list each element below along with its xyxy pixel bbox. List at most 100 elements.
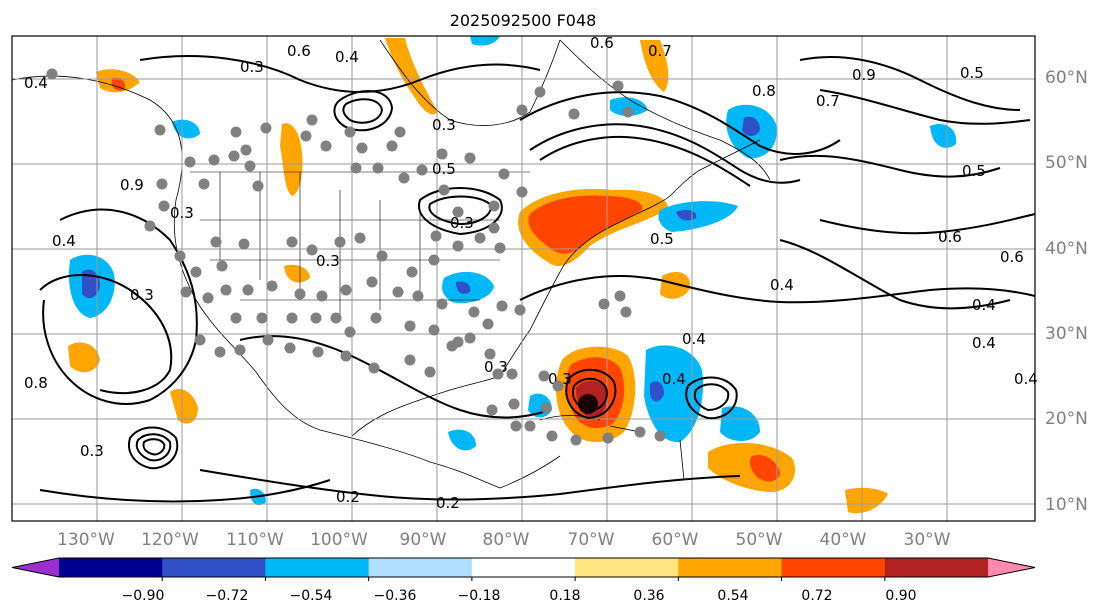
station-marker	[614, 290, 626, 302]
colorbar-tick-label: −0.36	[374, 588, 417, 604]
station-marker	[154, 124, 166, 136]
station-marker	[266, 280, 278, 292]
contour-label: 0.4	[770, 276, 794, 294]
contour-label: 0.3	[130, 286, 154, 304]
shade-atlantic-red	[750, 454, 780, 482]
station-marker	[370, 312, 382, 324]
shade-colorado-orange	[284, 264, 310, 283]
station-marker	[230, 126, 242, 138]
shade-canada-cyan	[172, 119, 200, 139]
contour-lines	[39, 55, 1036, 503]
shade-quebec-cyan	[470, 36, 500, 46]
lon-label: 130°W	[57, 530, 115, 550]
station-marker	[368, 362, 380, 374]
contour-label: 0.5	[432, 160, 456, 178]
lon-label: 110°W	[226, 530, 284, 550]
station-marker	[516, 104, 528, 116]
colorbar-segment	[678, 558, 783, 577]
shade-atlantic-cyan-2	[720, 406, 760, 441]
station-marker	[446, 340, 458, 352]
contour-label: 0.4	[972, 296, 996, 314]
contour-label: 0.9	[120, 176, 144, 194]
colorbar	[11, 557, 1036, 581]
contour-label: 0.7	[648, 42, 672, 60]
station-marker	[242, 284, 254, 296]
shade-pacific-orange	[68, 342, 100, 373]
station-marker	[216, 260, 228, 272]
station-marker	[174, 250, 186, 262]
colorbar-tick-label: 0.18	[549, 588, 580, 604]
station-marker	[306, 114, 318, 126]
contour-label: 0.4	[335, 48, 359, 66]
lon-label: 70°W	[568, 530, 615, 550]
contour-label: 0.4	[52, 232, 76, 250]
contour-label: 0.4	[682, 330, 706, 348]
station-marker	[474, 232, 486, 244]
station-marker	[344, 326, 356, 338]
shade-labrador-blue	[742, 116, 760, 136]
contour-05-east	[779, 154, 1001, 178]
shade-atlantic-cyan	[644, 345, 704, 443]
station-marker	[488, 222, 500, 234]
station-marker	[340, 350, 352, 362]
colorbar-segment	[265, 558, 370, 577]
station-marker	[334, 236, 346, 248]
station-marker	[464, 152, 476, 164]
station-marker	[428, 254, 440, 266]
contour-lakes-low-2	[428, 195, 492, 226]
station-marker	[416, 164, 428, 176]
station-marker	[482, 318, 494, 330]
shade-canada-orange	[280, 123, 303, 196]
station-marker	[46, 68, 58, 80]
station-marker	[516, 186, 528, 198]
station-marker	[486, 404, 498, 416]
shade-alaska-red	[111, 77, 126, 91]
colorbar-tick-label: 0.36	[633, 588, 664, 604]
station-marker	[220, 284, 232, 296]
station-marker	[488, 200, 500, 212]
colorbar-arrow-left	[12, 558, 59, 577]
station-marker	[468, 306, 480, 318]
contour-pacific-low	[128, 426, 179, 470]
contour-label: 0.6	[1000, 248, 1024, 266]
lon-label: 30°W	[904, 530, 951, 550]
station-marker	[210, 236, 222, 248]
colorbar-segment	[471, 558, 576, 577]
lon-label: 40°W	[820, 530, 867, 550]
shade-greenland-cyan	[930, 124, 957, 148]
shade-newfoundland-blue	[676, 210, 697, 221]
map-frame	[11, 35, 1036, 522]
station-marker	[492, 368, 504, 380]
station-marker	[602, 432, 614, 444]
station-marker	[524, 420, 536, 432]
contour-label: 0.4	[972, 334, 996, 352]
contour-greenland	[799, 55, 1021, 111]
contour-central	[239, 335, 551, 419]
station-marker	[622, 106, 634, 118]
station-marker	[634, 426, 646, 438]
station-marker	[230, 312, 242, 324]
station-marker	[452, 206, 464, 218]
colorbar-segment	[162, 558, 266, 577]
station-marker	[498, 168, 510, 180]
lat-label: 50°N	[1045, 153, 1088, 173]
station-marker	[404, 320, 416, 332]
station-marker	[436, 148, 448, 160]
station-marker	[244, 160, 256, 172]
contour-label: 0.6	[590, 34, 614, 52]
colorbar-tick-label: −0.54	[290, 588, 333, 604]
lat-label: 30°N	[1045, 324, 1088, 344]
station-marker	[540, 402, 552, 414]
station-marker	[464, 332, 476, 344]
station-marker	[428, 324, 440, 336]
contour-label: 0.9	[852, 66, 876, 84]
contour-label: 0.3	[80, 442, 104, 460]
contour-label: 0.3	[450, 214, 474, 232]
colorbar-segment	[781, 558, 886, 577]
contour-pacific-low-2	[135, 433, 172, 462]
station-marker	[190, 266, 202, 278]
contour-label: 0.5	[962, 162, 986, 180]
station-marker	[430, 230, 442, 242]
station-marker	[180, 286, 192, 298]
